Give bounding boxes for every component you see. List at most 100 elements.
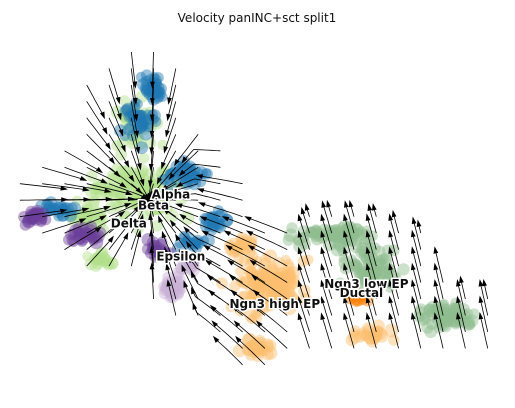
streamline [389,316,399,349]
streamline-arrowhead [297,279,303,288]
streamline [189,258,221,283]
streamline [130,117,139,151]
data-point [136,118,149,131]
streamline-arrowhead [456,312,461,320]
streamline [321,316,333,349]
streamline-arrowhead [134,130,140,138]
data-point [327,230,339,241]
streamline [367,299,377,333]
data-point [92,253,104,265]
data-point [67,209,81,224]
data-point [229,280,241,292]
streamline-arrowhead [147,180,153,188]
data-point [263,339,277,353]
streamline-arrowhead [163,146,169,154]
data-point [150,91,164,104]
streamline-arrowhead [365,312,371,320]
data-point [183,258,198,273]
streamline-arrowhead [251,274,259,281]
data-point [349,261,364,276]
data-point [350,295,363,308]
data-point [266,289,277,299]
streamline [367,283,377,316]
data-point [27,210,40,224]
data-point [192,234,204,246]
data-point [80,204,94,218]
data-point [137,121,151,136]
data-point [370,269,382,282]
data-point [437,314,449,325]
data-point [245,296,259,310]
data-point [365,255,377,266]
data-point [447,309,459,321]
streamline-arrowhead [411,216,417,225]
data-point [49,202,61,214]
data-point [88,234,100,246]
streamline [253,276,288,300]
data-point [140,116,154,130]
streamline [166,101,177,134]
streamline-arrowhead [388,262,394,271]
data-point [141,84,154,98]
data-point [100,254,113,267]
streamline-arrowhead [79,175,88,181]
streamline-arrowhead [154,200,163,206]
data-point [257,269,269,282]
cluster-label: Ngn3 high EP [229,297,320,311]
data-point [42,198,53,209]
streamline-arrowhead [297,312,303,321]
data-point [274,292,286,304]
streamline-arrowhead [320,295,326,304]
data-point [41,199,53,212]
data-point [264,346,278,360]
data-point [151,87,162,98]
data-point [92,181,106,195]
streamline [344,250,355,283]
data-point [247,287,261,301]
streamline [389,250,399,283]
data-point [237,236,252,251]
data-point [73,232,86,245]
data-point [114,186,128,201]
data-point [286,222,298,234]
streamline-arrowhead [410,246,416,254]
data-point [135,71,147,83]
data-point [303,254,314,265]
streamline-arrowhead [433,262,439,271]
data-point [364,251,378,265]
data-point [355,288,369,302]
data-point [84,257,98,271]
streamline-arrowhead [203,244,211,251]
data-point [170,282,183,295]
streamline [252,261,288,283]
data-point [268,292,280,303]
streamline [165,250,177,283]
streamline [108,117,125,149]
streamline-arrowhead [158,215,163,223]
streamline [233,291,266,316]
streamline [393,213,399,234]
data-point [75,228,87,239]
streamline [19,183,64,190]
data-point [201,233,215,248]
streamline-arrowhead [178,248,184,257]
data-point [447,302,462,316]
data-point [169,286,183,299]
streamline [150,216,154,250]
data-point [119,109,133,123]
data-point [122,165,134,177]
streamline-arrowhead [365,295,371,304]
data-point [371,325,384,339]
streamline-arrowhead [297,296,303,304]
data-point [76,235,88,247]
data-point [79,226,92,240]
streamline [367,250,377,283]
streamline [255,291,288,316]
data-point [67,213,81,227]
data-point [154,82,167,96]
streamline-arrowhead [223,230,232,236]
data-point [440,320,452,333]
streamline-arrowhead [320,279,326,288]
data-point [298,231,310,243]
streamline [108,134,128,165]
